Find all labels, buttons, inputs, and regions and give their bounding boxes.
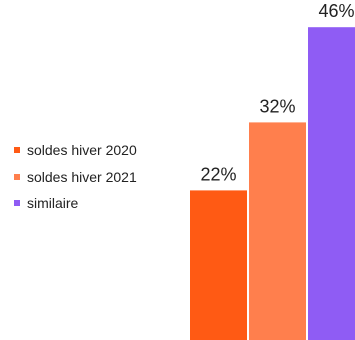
legend-label-similaire: similaire (27, 195, 78, 211)
legend-item-similaire: similaire (14, 190, 137, 217)
data-label-soldes-hiver-2020: 22% (200, 164, 236, 184)
legend-swatch-similaire (14, 200, 20, 206)
legend-label-soldes-hiver-2021: soldes hiver 2021 (27, 169, 137, 185)
bar-soldes-hiver-2020 (190, 190, 247, 340)
bar-soldes-hiver-2021 (249, 122, 306, 340)
legend-item-soldes-hiver-2021: soldes hiver 2021 (14, 164, 137, 191)
legend-swatch-soldes-hiver-2021 (14, 174, 20, 180)
data-label-similaire: 46% (318, 1, 354, 21)
data-label-soldes-hiver-2021: 32% (259, 96, 295, 116)
legend-swatch-soldes-hiver-2020 (14, 147, 20, 153)
legend-item-soldes-hiver-2020: soldes hiver 2020 (14, 137, 137, 164)
bar-similaire (308, 27, 355, 340)
legend: soldes hiver 2020 soldes hiver 2021 simi… (14, 137, 137, 217)
legend-label-soldes-hiver-2020: soldes hiver 2020 (27, 142, 137, 158)
